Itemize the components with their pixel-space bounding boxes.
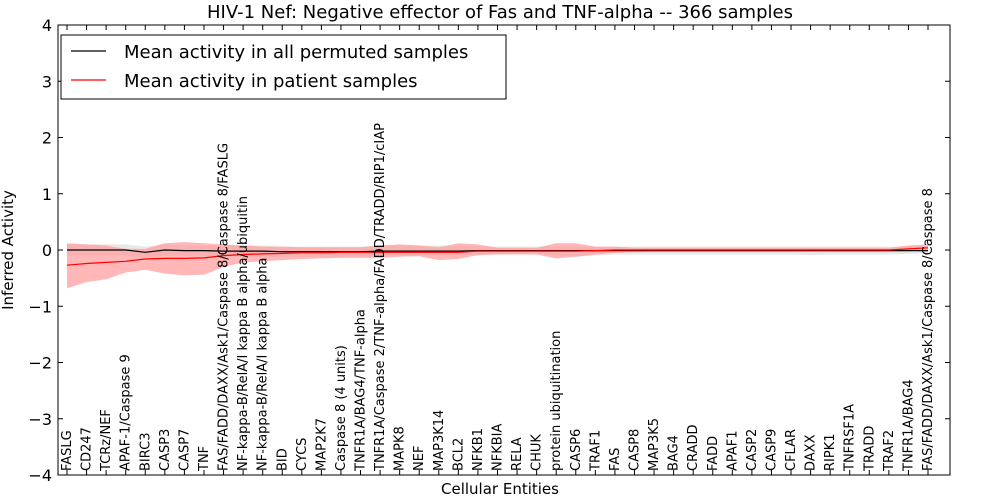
y-tick-label: 1 bbox=[42, 185, 52, 204]
x-tick-label: NEF bbox=[412, 446, 427, 471]
y-tick-label: 3 bbox=[42, 72, 52, 91]
x-tick-label: CD247 bbox=[80, 427, 95, 471]
x-tick-label: Caspase 8 (4 units) bbox=[334, 345, 349, 471]
series-lines bbox=[66, 247, 929, 266]
x-tick-label: RIPK1 bbox=[823, 433, 838, 471]
x-tick-label: NFKB1 bbox=[471, 428, 486, 471]
x-tick-label: TRAF2 bbox=[882, 430, 897, 472]
x-tick-label: APAF1 bbox=[725, 430, 740, 471]
y-tick-label: −1 bbox=[28, 297, 52, 316]
band-patient bbox=[67, 242, 928, 289]
x-tick-label: MAP3K5 bbox=[647, 418, 662, 471]
legend: Mean activity in all permuted samples Me… bbox=[60, 34, 507, 100]
y-tick-label: 0 bbox=[42, 241, 52, 260]
x-tick-label: BCL2 bbox=[451, 438, 466, 471]
x-tick-label: MAP3K14 bbox=[432, 410, 447, 471]
x-tick-label: BIRC3 bbox=[138, 433, 153, 472]
x-tick-label: FAS/FADD/DAXX/Ask1/Caspase 8/Caspase 8/F… bbox=[217, 143, 232, 471]
x-tick-label: TNFR1A/BAG4 bbox=[901, 379, 916, 472]
x-tick-label: TNFRSF1A bbox=[843, 404, 858, 472]
legend-box bbox=[60, 34, 507, 100]
x-tick-label: TNF bbox=[197, 446, 212, 472]
x-tick-label: CASP6 bbox=[569, 429, 584, 471]
x-tick-label: FADD bbox=[706, 436, 721, 471]
x-axis-label: Cellular Entities bbox=[441, 480, 559, 498]
x-tick-label: BAG4 bbox=[667, 435, 682, 471]
x-tick-label: NFKBIA bbox=[491, 424, 506, 471]
x-tick-label: CASP9 bbox=[765, 429, 780, 471]
legend-label-patient: Mean activity in patient samples bbox=[124, 71, 418, 92]
x-tick-label: protein ubiquitination bbox=[549, 331, 564, 471]
x-tick-label: TNFR1A/Caspase 2/TNF-alpha/FADD/TRADD/RI… bbox=[373, 123, 388, 472]
axis-ticks: −4 −3 −2 −1 0 1 2 3 4 bbox=[28, 16, 950, 485]
x-tick-label: CASP3 bbox=[158, 429, 173, 471]
x-tick-label: BID bbox=[275, 448, 290, 471]
x-tick-label: CYCS bbox=[295, 438, 310, 471]
x-tick-label: CASP2 bbox=[745, 429, 760, 471]
x-tick-label: DAXX bbox=[804, 434, 819, 471]
x-tick-label: CFLAR bbox=[784, 429, 799, 471]
x-tick-label: NF-kappa-B/RelA/I kappa B alpha/ubiquiti… bbox=[236, 196, 251, 471]
x-tick-label: CRADD bbox=[686, 425, 701, 472]
x-tick-label: CASP7 bbox=[177, 429, 192, 471]
chart-title: HIV-1 Nef: Negative effector of Fas and … bbox=[207, 2, 793, 23]
x-tick-label: NF-kappa-B/RelA/I kappa B alpha bbox=[256, 258, 271, 471]
x-tick-label: TRADD bbox=[862, 426, 877, 472]
confidence-bands bbox=[67, 242, 928, 289]
y-tick-label: 2 bbox=[42, 129, 52, 148]
x-tick-label: MAPK8 bbox=[393, 426, 408, 471]
x-tick-label: FAS/FADD/DAXX/Ask1/Caspase 8/Caspase 8 bbox=[921, 188, 936, 471]
legend-label-permuted: Mean activity in all permuted samples bbox=[124, 42, 468, 63]
x-tick-label: MAP2K7 bbox=[314, 418, 329, 471]
x-tick-label: CASP8 bbox=[628, 429, 643, 471]
plot-area-frame bbox=[57, 24, 951, 476]
x-tick-label: TNFR1A/BAG4/TNF-alpha bbox=[354, 309, 369, 472]
x-tick-label: TRAF1 bbox=[588, 430, 603, 472]
x-tick-label: FASLG bbox=[60, 430, 75, 471]
series-line-patient bbox=[66, 247, 929, 266]
x-tick-label: APAF-1/Caspase 9 bbox=[119, 354, 134, 471]
x-tick-label: FAS bbox=[608, 448, 623, 471]
x-tick-label: CHUK bbox=[530, 434, 545, 471]
x-tick-label: RELA bbox=[510, 437, 525, 471]
y-tick-label: 4 bbox=[42, 16, 52, 35]
y-tick-label: −4 bbox=[28, 466, 52, 485]
x-tick-label: TCRz/NEF bbox=[99, 409, 114, 472]
y-axis-label: Inferred Activity bbox=[0, 190, 17, 310]
y-tick-label: −3 bbox=[28, 410, 52, 429]
y-tick-label: −2 bbox=[28, 354, 52, 373]
x-tick-labels: FASLG CD247 TCRz/NEF APAF-1/Caspase 9 BIRC3 C… bbox=[60, 123, 936, 472]
